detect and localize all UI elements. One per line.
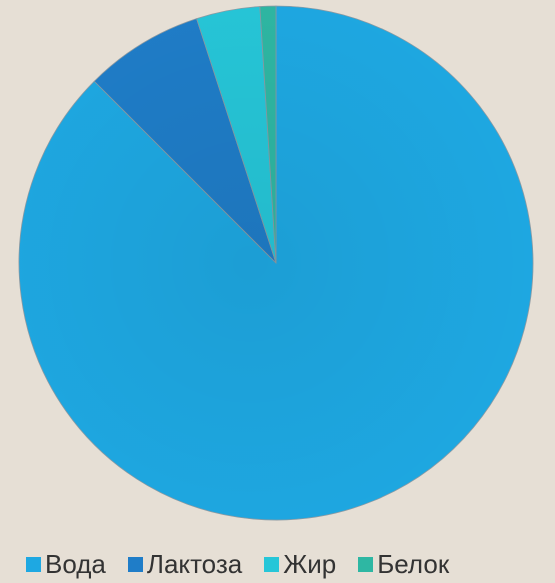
legend-label-belok: Белок bbox=[377, 549, 450, 579]
legend-item-voda: Вода bbox=[26, 549, 106, 579]
pie-slices bbox=[18, 5, 534, 521]
legend-label-laktoza: Лактоза bbox=[146, 549, 243, 579]
legend-item-laktoza: Лактоза bbox=[127, 549, 243, 579]
pie-shade bbox=[19, 6, 533, 520]
legend-item-belok: Белок bbox=[358, 549, 449, 579]
legend-swatch-voda bbox=[26, 556, 41, 572]
legend-label-voda: Вода bbox=[45, 549, 106, 579]
legend-swatch-belok bbox=[358, 556, 374, 572]
legend-swatch-laktoza bbox=[127, 556, 143, 572]
legend-label-zhir: Жир bbox=[283, 549, 337, 579]
legend-swatch-zhir bbox=[264, 556, 280, 572]
legend-item-zhir: Жир bbox=[264, 549, 336, 579]
legend: Вода Лактоза Жир Белок bbox=[26, 549, 471, 579]
